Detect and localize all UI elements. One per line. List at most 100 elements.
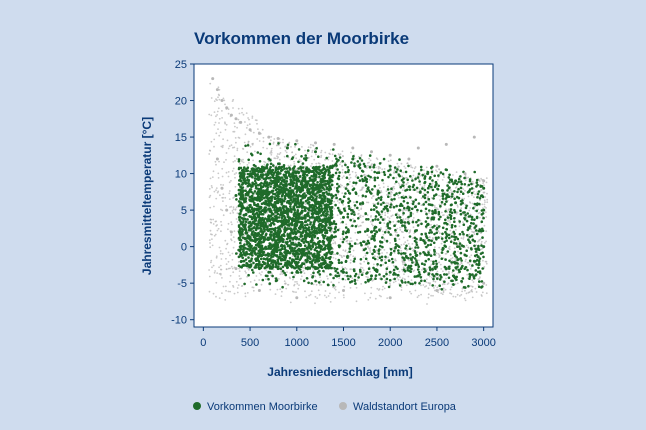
x-tick-label: 1000	[285, 337, 309, 349]
waldstandort-point	[225, 208, 229, 212]
waldstandort-point	[407, 157, 411, 161]
moorbirke-point	[388, 164, 392, 168]
moorbirke-point	[314, 267, 317, 271]
moorbirke-point	[248, 245, 252, 249]
moorbirke-point	[454, 201, 458, 205]
chart-marks	[211, 77, 486, 300]
moorbirke-point	[267, 157, 271, 161]
x-tick-label: 500	[241, 337, 259, 349]
moorbirke-point	[370, 274, 373, 278]
moorbirke-point	[285, 194, 289, 197]
waldstandort-point	[257, 131, 261, 135]
moorbirke-point	[342, 215, 345, 219]
legend: Vorkommen Moorbirke Waldstandort Europa	[193, 401, 457, 413]
moorbirke-point	[276, 267, 280, 271]
moorbirke-point	[351, 157, 355, 161]
waldstandort-point	[482, 281, 486, 285]
moorbirke-point	[370, 230, 373, 234]
waldstandort-point	[229, 230, 233, 234]
moorbirke-point	[416, 274, 420, 278]
moorbirke-point-cloud	[235, 142, 485, 291]
waldstandort-point	[463, 172, 467, 176]
moorbirke-point	[295, 179, 299, 183]
moorbirke-point	[295, 270, 299, 274]
waldstandort-point	[239, 120, 243, 124]
waldstandort-point	[225, 106, 229, 110]
moorbirke-point	[472, 259, 476, 263]
x-tick-label: 2000	[378, 337, 402, 349]
waldstandort-point	[215, 157, 219, 161]
moorbirke-point	[342, 270, 345, 274]
legend-marker	[339, 402, 347, 410]
legend-marker	[193, 402, 201, 410]
moorbirke-point	[482, 245, 486, 249]
x-tick-label: 1500	[331, 337, 355, 349]
waldstandort-point	[257, 289, 261, 292]
waldstandort-point	[342, 289, 345, 292]
moorbirke-point	[295, 223, 299, 227]
moorbirke-point	[285, 146, 289, 150]
y-tick-label: -5	[177, 278, 187, 290]
moorbirke-point	[234, 194, 238, 197]
waldstandort-point	[215, 88, 219, 92]
axis-ticks: 0 500 1000 1500 2000 2500 3000 25 20 15 10 5 0 -5 -10	[171, 59, 496, 349]
moorbirke-point	[444, 267, 448, 271]
waldstandort-point	[472, 135, 476, 139]
moorbirke-point	[388, 270, 392, 274]
moorbirke-point	[243, 179, 247, 183]
moorbirke-point	[314, 201, 317, 205]
waldstandort-point	[416, 146, 420, 150]
moorbirke-point	[276, 208, 280, 212]
waldstandort-point	[211, 77, 215, 81]
y-tick-label: -10	[171, 315, 187, 327]
moorbirke-point	[454, 179, 458, 183]
waldstandort-point	[234, 117, 238, 121]
waldstandort-point	[388, 153, 392, 157]
waldstandort-point	[295, 296, 299, 300]
y-tick-label: 25	[175, 59, 187, 71]
waldstandort-point	[351, 146, 355, 150]
waldstandort-point	[444, 142, 448, 146]
moorbirke-point	[248, 259, 252, 263]
waldstandort-point	[295, 139, 299, 143]
waldstandort-point	[220, 186, 224, 190]
x-tick-label: 2500	[425, 337, 449, 349]
waldstandort-point	[234, 267, 238, 271]
y-axis-label: Jahresmitteltemperatur [°C]	[140, 117, 154, 275]
moorbirke-point	[239, 201, 243, 205]
moorbirke-point	[482, 186, 486, 190]
moorbirke-point	[398, 208, 402, 212]
y-tick-label: 5	[181, 205, 187, 217]
y-tick-label: 10	[175, 169, 187, 181]
waldstandort-point	[435, 164, 439, 168]
moorbirke-point	[323, 172, 327, 176]
moorbirke-point	[267, 237, 271, 241]
moorbirke-point	[314, 150, 317, 154]
x-tick-label: 3000	[471, 337, 495, 349]
waldstandort-point	[370, 150, 373, 154]
moorbirke-point	[253, 172, 257, 176]
moorbirke-point	[426, 172, 430, 176]
waldstandort-point	[220, 99, 224, 102]
waldstandort-point	[388, 296, 392, 300]
moorbirke-point	[243, 223, 247, 227]
x-axis-label: Jahresniederschlag [mm]	[267, 365, 412, 379]
waldstandort-point	[482, 179, 486, 183]
waldstandort-point	[229, 113, 233, 117]
chart-title: Vorkommen der Moorbirke	[194, 29, 409, 48]
legend-item-waldstandort: Waldstandort Europa	[353, 401, 457, 413]
y-tick-label: 20	[175, 96, 187, 108]
moorbirke-point	[426, 223, 430, 227]
y-tick-label: 0	[181, 242, 187, 254]
waldstandort-point	[314, 141, 317, 145]
y-tick-label: 15	[175, 132, 187, 144]
moorbirke-point	[482, 208, 486, 212]
waldstandort-point	[332, 142, 336, 146]
moorbirke-point	[267, 270, 271, 274]
x-tick-label: 0	[200, 337, 206, 349]
moorbirke-point	[257, 267, 261, 271]
waldstandort-point	[248, 128, 252, 132]
waldstandort-point	[276, 137, 280, 140]
waldstandort-point	[435, 289, 439, 292]
